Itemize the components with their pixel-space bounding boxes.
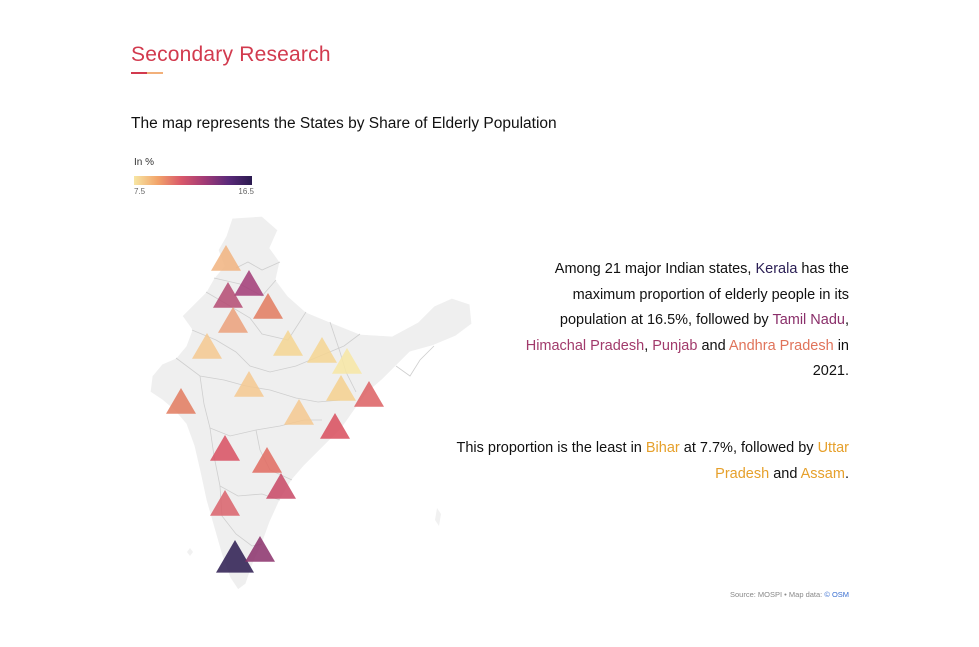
marker-himachal-pradesh — [234, 270, 264, 296]
marker-jammu-kashmir — [211, 245, 241, 271]
para1-text-6: in 2021. — [812, 337, 849, 380]
map-legend: In % 7.5 16.5 — [134, 157, 254, 197]
marker-punjab — [213, 282, 243, 308]
source-credit: Source: MOSPI • Map data: © OSM — [730, 590, 849, 599]
legend-gradient-bar — [134, 176, 252, 185]
underline-segment-secondary — [147, 72, 163, 74]
para2-text-3: and — [769, 465, 801, 482]
para2-text-4: . — [844, 465, 849, 482]
state-highlight-kerala: Kerala — [755, 261, 798, 277]
state-highlight-punjab: Punjab — [652, 337, 698, 354]
source-text: Source: MOSPI • Map data: — [730, 590, 825, 599]
page-title: Secondary Research — [131, 43, 331, 66]
marker-west-bengal — [354, 381, 384, 407]
marker-layer — [166, 245, 384, 573]
state-highlight-uttar-pradesh: Uttar Pradesh — [715, 440, 849, 482]
legend-min-label: 7.5 — [134, 187, 146, 196]
marker-bihar — [332, 348, 362, 374]
marker-haryana — [218, 307, 248, 333]
marker-tamil-nadu — [245, 536, 275, 562]
marker-jharkhand — [326, 375, 356, 401]
india-landmass — [149, 215, 473, 591]
map-subtitle: The map represents the States by Share o… — [131, 115, 557, 132]
para1-text-4: , — [644, 337, 653, 354]
para1-text-2: has the maximum proportion of elderly pe… — [559, 261, 849, 328]
marker-uttar-pradesh — [273, 330, 303, 356]
state-highlight-himachal-pradesh: Himachal Pradesh — [525, 337, 645, 354]
marker-maharashtra — [210, 435, 240, 461]
lakshadweep-islands — [187, 548, 193, 556]
legend-max-label: 16.5 — [238, 187, 254, 196]
state-highlight-bihar: Bihar — [645, 440, 680, 456]
marker-gujarat — [166, 388, 196, 414]
state-highlight-tamil-nadu: Tamil Nadu — [772, 312, 845, 328]
marker-uttarakhand — [253, 293, 283, 319]
marker-kerala — [216, 540, 254, 573]
legend-labels: 7.5 16.5 — [134, 187, 254, 197]
para2-text-2: at 7.7%, followed by — [679, 440, 818, 456]
title-underline — [131, 72, 163, 74]
marker-chhattisgarh — [284, 399, 314, 425]
marker-odisha — [320, 413, 350, 439]
marker-karnataka — [210, 490, 240, 516]
para1-text-5: and — [697, 337, 729, 354]
marker-assam — [307, 337, 337, 363]
para1-text-1: Among 21 major Indian states, — [554, 261, 756, 277]
osm-link[interactable]: © OSM — [824, 590, 850, 599]
para2-text-1: This proportion is the least in — [456, 440, 646, 456]
bihar-insight-paragraph: This proportion is the least in Bihar at… — [429, 436, 849, 487]
para1-text-3: , — [844, 312, 849, 328]
marker-andhra-pradesh — [266, 473, 296, 499]
legend-title: In % — [134, 157, 155, 168]
marker-telangana — [252, 447, 282, 473]
state-highlight-andhra-pradesh: Andhra Pradesh — [728, 337, 834, 354]
state-highlight-assam: Assam — [800, 465, 845, 482]
underline-segment-primary — [131, 72, 147, 74]
marker-madhya-pradesh — [234, 371, 264, 397]
andaman-islands — [435, 508, 441, 526]
kerala-insight-paragraph: Among 21 major Indian states, Kerala has… — [509, 257, 849, 385]
marker-rajasthan — [192, 333, 222, 359]
